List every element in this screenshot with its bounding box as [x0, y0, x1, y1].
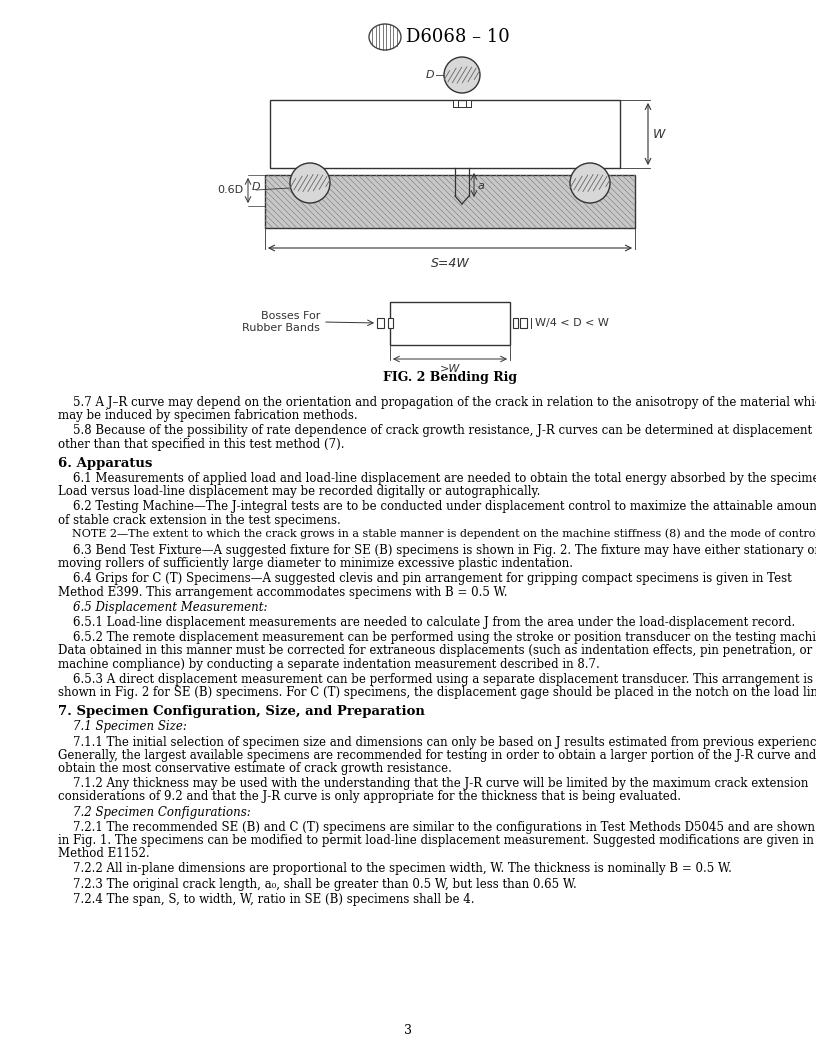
Text: 5.7 A J–R curve may depend on the orientation and propagation of the crack in re: 5.7 A J–R curve may depend on the orient…	[58, 396, 816, 409]
Text: NOTE 2—The extent to which the crack grows in a stable manner is dependent on th: NOTE 2—The extent to which the crack gro…	[58, 529, 816, 540]
Text: moving rollers of sufficiently large diameter to minimize excessive plastic inde: moving rollers of sufficiently large dia…	[58, 558, 573, 570]
Text: 6.4 Grips for C (T) Specimens—A suggested clevis and pin arrangement for grippin: 6.4 Grips for C (T) Specimens—A suggeste…	[58, 572, 792, 585]
Text: D: D	[251, 182, 260, 192]
Text: D6068 – 10: D6068 – 10	[406, 29, 510, 46]
Text: other than that specified in this test method (7).: other than that specified in this test m…	[58, 437, 344, 451]
Text: >W: >W	[440, 364, 460, 374]
Text: W/4 < D < W: W/4 < D < W	[535, 318, 609, 328]
Text: Bosses For: Bosses For	[260, 312, 320, 321]
Ellipse shape	[290, 163, 330, 203]
Text: 6.5.1 Load-line displacement measurements are needed to calculate J from the are: 6.5.1 Load-line displacement measurement…	[58, 616, 796, 629]
Text: 7.2.3 The original crack length, a₀, shall be greater than 0.5 W, but less than : 7.2.3 The original crack length, a₀, sha…	[58, 878, 577, 890]
Text: may be induced by specimen fabrication methods.: may be induced by specimen fabrication m…	[58, 410, 357, 422]
Text: Load versus load-line displacement may be recorded digitally or autographically.: Load versus load-line displacement may b…	[58, 485, 540, 498]
Text: 3: 3	[404, 1023, 412, 1037]
Text: 5.8 Because of the possibility of rate dependence of crack growth resistance, J-: 5.8 Because of the possibility of rate d…	[58, 425, 816, 437]
Text: 6.5.2 The remote displacement measurement can be performed using the stroke or p: 6.5.2 The remote displacement measuremen…	[58, 631, 816, 644]
Text: 7.2.1 The recommended SE (B) and C (T) specimens are similar to the configuratio: 7.2.1 The recommended SE (B) and C (T) s…	[58, 821, 815, 834]
Text: obtain the most conservative estimate of crack growth resistance.: obtain the most conservative estimate of…	[58, 762, 452, 775]
Text: 6.1 Measurements of applied load and load-line displacement are needed to obtain: 6.1 Measurements of applied load and loa…	[58, 472, 816, 485]
Bar	[270, 100, 620, 168]
Text: D: D	[425, 70, 434, 80]
Bar	[390, 302, 510, 345]
Text: 6.3 Bend Test Fixture—A suggested fixture for SE (B) specimens is shown in Fig. : 6.3 Bend Test Fixture—A suggested fixtur…	[58, 544, 816, 557]
Bar	[513, 318, 518, 328]
Bar	[453, 100, 458, 107]
Text: 7.1.1 The initial selection of specimen size and dimensions can only be based on: 7.1.1 The initial selection of specimen …	[58, 736, 816, 749]
Text: in Fig. 1. The specimens can be modified to permit load-line displacement measur: in Fig. 1. The specimens can be modified…	[58, 834, 816, 847]
Text: Method E1152.: Method E1152.	[58, 847, 149, 861]
Text: FIG. 2 Bending Rig: FIG. 2 Bending Rig	[383, 372, 517, 384]
Text: considerations of 9.2 and that the J-R curve is only appropriate for the thickne: considerations of 9.2 and that the J-R c…	[58, 790, 681, 804]
Bar	[520, 318, 527, 328]
Bar	[388, 318, 393, 328]
Ellipse shape	[570, 163, 610, 203]
Text: Method E399. This arrangement accommodates specimens with B = 0.5 W.: Method E399. This arrangement accommodat…	[58, 586, 508, 599]
Text: 6. Apparatus: 6. Apparatus	[58, 457, 153, 470]
Text: 7. Specimen Configuration, Size, and Preparation: 7. Specimen Configuration, Size, and Pre…	[58, 705, 425, 718]
Bar	[377, 318, 384, 328]
Bar	[265, 175, 635, 228]
Text: Generally, the largest available specimens are recommended for testing in order : Generally, the largest available specime…	[58, 749, 816, 761]
Text: of stable crack extension in the test specimens.: of stable crack extension in the test sp…	[58, 513, 341, 527]
Text: 7.2 Specimen Configurations:: 7.2 Specimen Configurations:	[58, 806, 251, 818]
Text: Rubber Bands: Rubber Bands	[242, 323, 320, 333]
Text: Data obtained in this manner must be corrected for extraneous displacements (suc: Data obtained in this manner must be cor…	[58, 644, 812, 658]
Text: 7.2.2 All in-plane dimensions are proportional to the specimen width, W. The thi: 7.2.2 All in-plane dimensions are propor…	[58, 863, 732, 875]
Text: 6.5 Displacement Measurement:: 6.5 Displacement Measurement:	[58, 601, 268, 614]
Ellipse shape	[444, 57, 480, 93]
Text: 7.1.2 Any thickness may be used with the understanding that the J-R curve will b: 7.1.2 Any thickness may be used with the…	[58, 777, 809, 790]
Text: shown in Fig. 2 for SE (B) specimens. For C (T) specimens, the displacement gage: shown in Fig. 2 for SE (B) specimens. Fo…	[58, 686, 816, 699]
Text: W: W	[653, 128, 665, 140]
Text: 0.6D: 0.6D	[217, 185, 243, 195]
Text: 7.2.4 The span, S, to width, W, ratio in SE (B) specimens shall be 4.: 7.2.4 The span, S, to width, W, ratio in…	[58, 892, 474, 906]
Text: a: a	[478, 181, 485, 191]
Text: S=4W: S=4W	[431, 257, 469, 270]
Text: 6.2 Testing Machine—The J-integral tests are to be conducted under displacement : 6.2 Testing Machine—The J-integral tests…	[58, 501, 816, 513]
Text: machine compliance) by conducting a separate indentation measurement described i: machine compliance) by conducting a sepa…	[58, 658, 600, 671]
Text: 6.5.3 A direct displacement measurement can be performed using a separate displa: 6.5.3 A direct displacement measurement …	[58, 673, 813, 685]
Text: 7.1 Specimen Size:: 7.1 Specimen Size:	[58, 720, 187, 734]
Bar	[466, 100, 471, 107]
